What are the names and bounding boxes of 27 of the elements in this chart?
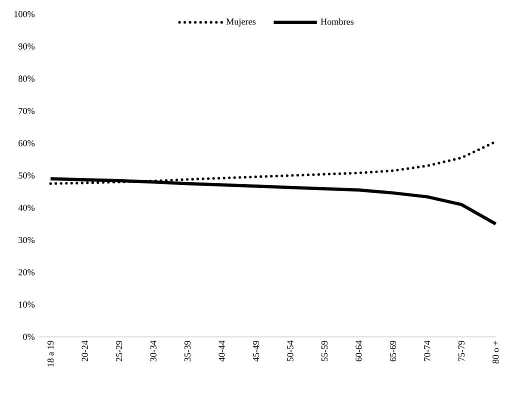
x-tick-label: 20-24 bbox=[82, 340, 88, 362]
y-tick-label: 50% bbox=[18, 172, 35, 179]
x-tick-label: 40-44 bbox=[218, 340, 225, 362]
legend-label: Mujeres bbox=[226, 18, 256, 27]
x-tick-label: 60-64 bbox=[356, 340, 362, 362]
x-tick-label: 35-39 bbox=[184, 341, 191, 362]
y-tick-label: 10% bbox=[18, 302, 35, 308]
x-tick-label: 75-79 bbox=[458, 341, 465, 362]
x-tick-label: 55-59 bbox=[321, 341, 328, 362]
x-tick-label: 50-54 bbox=[287, 340, 294, 362]
y-tick-label: 30% bbox=[18, 237, 35, 244]
y-tick-label: 80% bbox=[18, 76, 35, 82]
x-tick-label: 80 o + bbox=[492, 341, 499, 364]
x-tick-label: 65-69 bbox=[390, 341, 396, 362]
x-tick-label: 18 a 19 bbox=[48, 341, 54, 367]
x-tick-label: 25-29 bbox=[116, 341, 122, 362]
y-tick-label: 20% bbox=[18, 269, 35, 276]
y-tick-label: 70% bbox=[18, 108, 35, 114]
y-tick-label: 90% bbox=[18, 44, 35, 50]
legend-label: Hombres bbox=[320, 18, 354, 26]
x-tick-label: 30-34 bbox=[150, 340, 156, 362]
y-tick-label: 0% bbox=[23, 334, 35, 340]
y-tick-label: 100% bbox=[14, 11, 35, 18]
y-tick-label: 60% bbox=[18, 140, 35, 147]
x-tick-label: 70-74 bbox=[424, 340, 430, 362]
y-tick-label: 40% bbox=[18, 204, 35, 212]
x-tick-label: 45-49 bbox=[252, 341, 260, 362]
